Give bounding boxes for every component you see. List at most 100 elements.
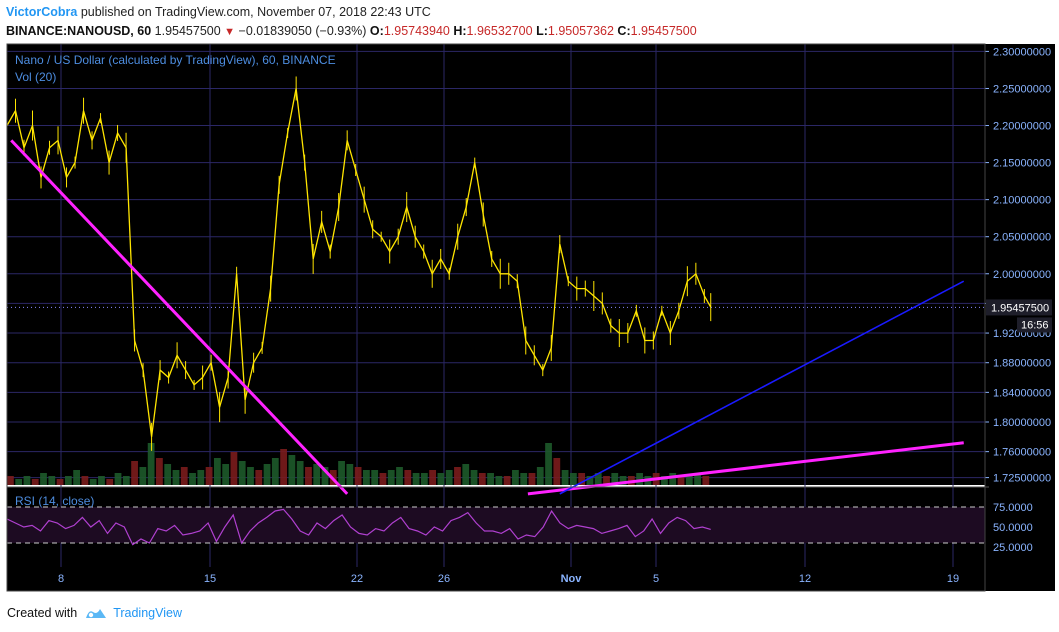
- x-tick-label: 26: [438, 573, 450, 585]
- rsi-tick-label: 25.0000: [993, 542, 1033, 554]
- time-axis-background: [7, 567, 985, 591]
- volume-bar: [89, 479, 97, 485]
- volume-bar: [437, 473, 445, 485]
- volume-bar: [669, 473, 677, 485]
- tradingview-brand-link[interactable]: TradingView: [113, 606, 182, 620]
- volume-bar: [222, 464, 230, 485]
- author-link[interactable]: VictorCobra: [6, 5, 78, 19]
- volume-bar: [213, 458, 221, 485]
- volume-bar: [197, 470, 205, 485]
- x-tick-label: 15: [204, 573, 216, 585]
- volume-bar: [371, 470, 379, 485]
- price-pane-background: [7, 44, 985, 485]
- volume-bar: [586, 476, 594, 485]
- trendline-support: [527, 441, 964, 496]
- open-value: 1.95743940: [383, 24, 450, 38]
- y-tick-label: 2.10000000: [993, 195, 1051, 207]
- countdown-label: 16:56: [1021, 319, 1049, 331]
- volume-bar: [420, 473, 428, 485]
- x-tick-label: Nov: [561, 573, 583, 585]
- created-with-text: Created with: [7, 606, 78, 620]
- volume-bar: [412, 473, 420, 485]
- chart-title: Nano / US Dollar (calculated by TradingV…: [15, 53, 336, 67]
- volume-bar: [445, 470, 453, 485]
- y-tick-label: 1.84000000: [993, 387, 1051, 399]
- volume-bar: [305, 467, 312, 485]
- volume-bar: [578, 473, 586, 485]
- x-tick-label: 19: [947, 573, 959, 585]
- volume-bar: [603, 476, 610, 485]
- volume-bar: [346, 464, 354, 485]
- x-tick-label: 12: [799, 573, 811, 585]
- y-tick-label: 1.76000000: [993, 447, 1051, 459]
- volume-bar: [594, 473, 602, 485]
- price-chart[interactable]: 8 15 22 26 Nov 5 12 19 2.30000000 2.25000000 2.200…: [0, 43, 1059, 600]
- rsi-line: [6, 508, 711, 546]
- volume-bar: [528, 473, 536, 485]
- volume-bar: [454, 467, 461, 485]
- open-label: O:: [369, 24, 384, 38]
- volume-bar: [478, 473, 486, 485]
- y-tick-label: 1.72500000: [993, 473, 1051, 485]
- volume-bar: [636, 473, 644, 485]
- y-tick-label: 2.15000000: [993, 158, 1051, 170]
- volume-bar: [131, 461, 138, 485]
- volume-bar: [114, 473, 122, 485]
- volume-bar: [56, 479, 64, 485]
- volume-bar: [280, 449, 287, 485]
- volume-bar: [363, 470, 370, 485]
- y-tick-label: 2.05000000: [993, 232, 1051, 244]
- chart-header: VictorCobra published on TradingView.com…: [6, 3, 1056, 42]
- volume-bar: [495, 476, 503, 485]
- change-value: −0.01839050 (−0.93%): [238, 24, 367, 38]
- volume-bar: [164, 464, 172, 485]
- volume-bar: [172, 470, 180, 485]
- y-tick-label: 2.25000000: [993, 83, 1051, 95]
- volume-bar: [677, 476, 685, 485]
- volume-bar: [205, 467, 213, 485]
- countdown-tag: [1017, 317, 1052, 333]
- rsi-tick-label: 50.0000: [993, 522, 1033, 534]
- volume-bar: [313, 464, 321, 485]
- y-tick-label: 1.80000000: [993, 417, 1051, 429]
- volume-bar: [354, 467, 362, 485]
- volume-bar: [139, 467, 147, 485]
- volume-bar: [64, 476, 72, 485]
- volume-legend: Vol (20): [15, 70, 56, 84]
- high-label: H:: [453, 24, 467, 38]
- volume-bar: [512, 470, 519, 485]
- volume-bar: [271, 458, 279, 485]
- y-tick-label: 2.20000000: [993, 121, 1051, 133]
- volume-bar: [147, 443, 155, 485]
- trendline-ascending: [559, 280, 965, 495]
- volume-bar: [189, 473, 196, 485]
- volume-bar: [106, 479, 114, 485]
- volume-bar: [122, 476, 130, 485]
- volume-bar: [40, 473, 47, 485]
- volume-bar: [255, 470, 263, 485]
- down-triangle-icon: ▼: [224, 26, 236, 38]
- high-value: 1.96532700: [466, 24, 533, 38]
- tradingview-logo-icon: [86, 609, 107, 618]
- published-text: published on TradingView.com, November 0…: [80, 5, 431, 19]
- volume-bar: [661, 476, 668, 485]
- volume-bar: [31, 479, 39, 485]
- volume-bar: [73, 470, 81, 485]
- volume-bar: [230, 452, 238, 485]
- volume-bar: [321, 467, 329, 485]
- volume-bar: [487, 473, 494, 485]
- low-label: L:: [536, 24, 548, 38]
- volume-bar: [503, 476, 511, 485]
- volume-bar: [98, 476, 105, 485]
- close-value: 1.95457500: [630, 24, 697, 38]
- close-label: C:: [617, 24, 631, 38]
- x-tick-label: 22: [351, 573, 363, 585]
- volume-bar: [288, 455, 296, 485]
- y-tick-label: 2.30000000: [993, 46, 1051, 58]
- price-value: 1.95457500: [154, 24, 221, 38]
- volume-bar: [15, 479, 23, 485]
- volume-bar: [462, 464, 470, 485]
- volume-bar: [470, 470, 478, 485]
- rsi-tick-label: 75.0000: [993, 502, 1033, 514]
- y-tick-label: 1.88000000: [993, 358, 1051, 370]
